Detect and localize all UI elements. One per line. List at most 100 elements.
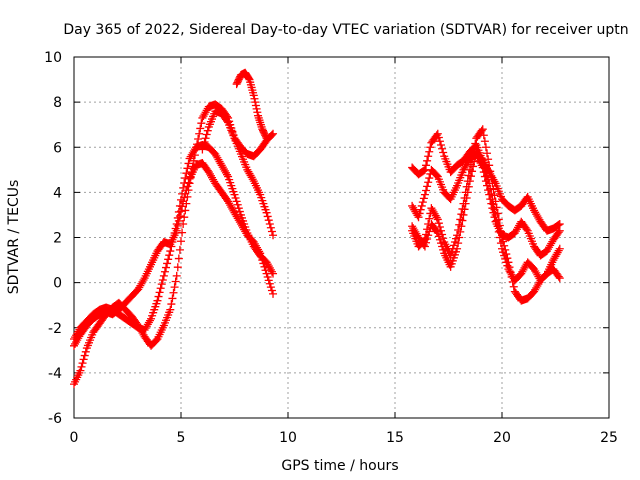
data-point (178, 202, 187, 211)
data-point (422, 186, 431, 195)
chart-title: Day 365 of 2022, Sidereal Day-to-day VTE… (63, 22, 628, 38)
data-point (171, 277, 180, 286)
data-point (439, 148, 448, 157)
data-point (415, 209, 424, 218)
data-point (174, 216, 183, 225)
data-point (252, 104, 261, 113)
x-tick-label: 0 (70, 430, 79, 446)
data-point (175, 245, 184, 254)
y-tick-label: 6 (53, 140, 62, 156)
series-5 (232, 68, 271, 143)
data-point (269, 129, 278, 138)
data-point (420, 190, 429, 199)
data-point (251, 101, 260, 110)
data-point (480, 137, 489, 146)
data-point (423, 156, 432, 165)
data-point (506, 268, 515, 277)
data-point (501, 245, 510, 254)
data-point (153, 296, 162, 305)
data-point (469, 150, 478, 159)
data-point (505, 263, 514, 272)
data-point (479, 131, 488, 140)
grid (74, 57, 609, 418)
data-point (170, 283, 179, 292)
data-point (455, 220, 464, 229)
data-point (172, 226, 181, 235)
data-point (555, 219, 564, 228)
data-point (423, 182, 432, 191)
data-point (450, 238, 459, 247)
data-point (434, 219, 443, 228)
data-point (522, 225, 531, 234)
data-point (417, 201, 426, 210)
data-point (426, 143, 435, 152)
y-tick-label: 8 (53, 95, 62, 111)
data-point (508, 277, 517, 286)
data-point (554, 272, 563, 281)
data-point (504, 258, 513, 267)
data-point (177, 207, 185, 216)
data-point (485, 161, 494, 170)
data-point (184, 186, 193, 195)
data-point (425, 214, 434, 223)
y-tick-label: -4 (48, 366, 62, 382)
data-point (267, 286, 276, 295)
data-point (253, 108, 262, 117)
data-point (163, 259, 172, 268)
data-point (422, 230, 431, 239)
data-point (468, 155, 477, 164)
data-point (462, 182, 471, 191)
data-point (492, 203, 501, 212)
data-point (184, 159, 193, 168)
data-point (447, 248, 456, 257)
data-point (498, 233, 506, 242)
data-point (433, 215, 442, 224)
data-point (484, 155, 493, 164)
data-point (79, 355, 88, 364)
data-point (555, 274, 564, 283)
data-point (483, 149, 492, 158)
data-point (454, 225, 463, 234)
y-tick-label: 4 (53, 185, 62, 201)
data-point (481, 168, 490, 177)
data-point (155, 288, 164, 297)
data-point (183, 192, 192, 201)
y-tick-label: 10 (44, 50, 62, 66)
data-point (258, 256, 267, 265)
data-point (555, 226, 564, 235)
data-point (432, 213, 441, 222)
data-point (168, 294, 177, 303)
data-point (267, 267, 276, 276)
data-point (458, 204, 467, 213)
data-point (448, 244, 457, 253)
data-point (259, 259, 268, 268)
data-point (503, 254, 512, 263)
data-point (181, 206, 190, 215)
data-point (496, 227, 505, 236)
data-point (261, 266, 270, 275)
data-point (486, 167, 495, 176)
data-point (165, 251, 174, 260)
data-point (139, 275, 148, 284)
data-point (188, 162, 197, 171)
y-tick-label: -2 (48, 321, 62, 337)
data-point (509, 282, 518, 291)
x-tick-label: 20 (493, 430, 511, 446)
series-9 (408, 125, 564, 305)
data-point (184, 178, 193, 187)
data-point (201, 134, 210, 143)
data-point (185, 179, 194, 188)
data-point (465, 165, 474, 174)
x-tick-label: 15 (386, 430, 404, 446)
data-point (266, 223, 275, 232)
data-point (480, 164, 489, 173)
data-point (422, 161, 431, 170)
data-point (433, 129, 442, 138)
data-point (173, 221, 182, 230)
data-point (251, 98, 260, 107)
data-point (263, 212, 272, 221)
data-point (419, 166, 428, 175)
data-point (158, 275, 167, 284)
data-point (159, 271, 168, 280)
data-point (195, 129, 204, 138)
